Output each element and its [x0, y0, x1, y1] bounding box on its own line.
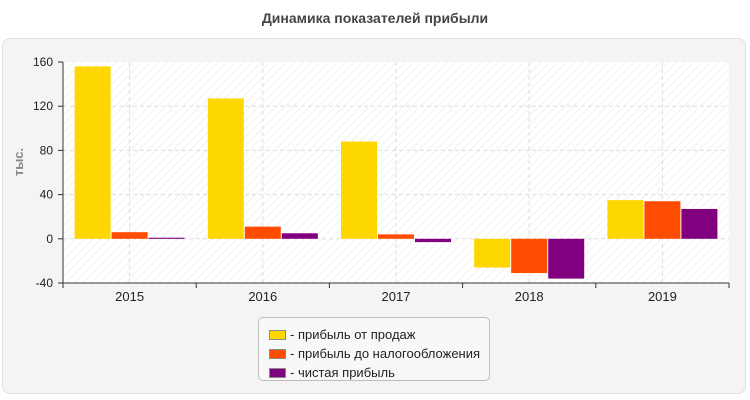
bar-2017-3	[415, 238, 451, 243]
bar-2015-3	[148, 237, 185, 239]
legend-label: - прибыль от продаж	[290, 327, 416, 342]
bar-2015-1	[74, 66, 111, 239]
y-tick-label: 80	[40, 143, 54, 157]
bar-2017-1	[341, 141, 377, 239]
legend-swatch	[269, 367, 286, 378]
bar-2019-2	[644, 201, 681, 239]
chart-title: Динамика показателей прибыли	[261, 10, 489, 26]
bar-2018-3	[548, 238, 585, 279]
x-tick-label: 2017	[382, 289, 411, 304]
bar-2018-1	[474, 238, 511, 268]
bar-2016-1	[207, 98, 244, 239]
legend-swatch	[269, 348, 286, 359]
bar-2016-2	[244, 226, 281, 239]
y-tick-label: 160	[33, 55, 53, 69]
y-tick-label: 40	[40, 188, 54, 202]
legend-swatch	[269, 329, 286, 340]
legend-label: - прибыль до налогообложения	[290, 346, 481, 361]
bar-2019-3	[681, 208, 718, 239]
bars	[74, 66, 718, 279]
y-tick-label: 120	[33, 99, 53, 113]
x-tick-label: 2015	[115, 289, 144, 304]
axes: -40 0 40 80 120 160 2015 2016 2017 2018 2019	[33, 55, 730, 304]
x-tick-label: 2019	[648, 289, 677, 304]
legend: - прибыль от продаж - прибыль до налогооб…	[258, 317, 490, 381]
y-tick-label: 0	[46, 232, 53, 246]
bar-2015-2	[111, 232, 148, 239]
legend-item: - чистая прибыль	[269, 363, 489, 382]
x-tick-label: 2016	[248, 289, 277, 304]
bar-2016-3	[281, 233, 318, 239]
y-tick-label: -40	[36, 276, 54, 290]
x-tick-label: 2018	[515, 289, 544, 304]
legend-item: - прибыль от продаж	[269, 325, 489, 344]
plot-area-hatch	[63, 62, 729, 283]
legend-label: - чистая прибыль	[290, 365, 395, 380]
legend-item: - прибыль до налогообложения	[269, 344, 489, 363]
bar-2017-2	[378, 234, 414, 239]
y-axis-label: тыс.	[11, 148, 26, 176]
bar-2018-2	[511, 238, 548, 274]
bar-2019-1	[607, 200, 644, 239]
